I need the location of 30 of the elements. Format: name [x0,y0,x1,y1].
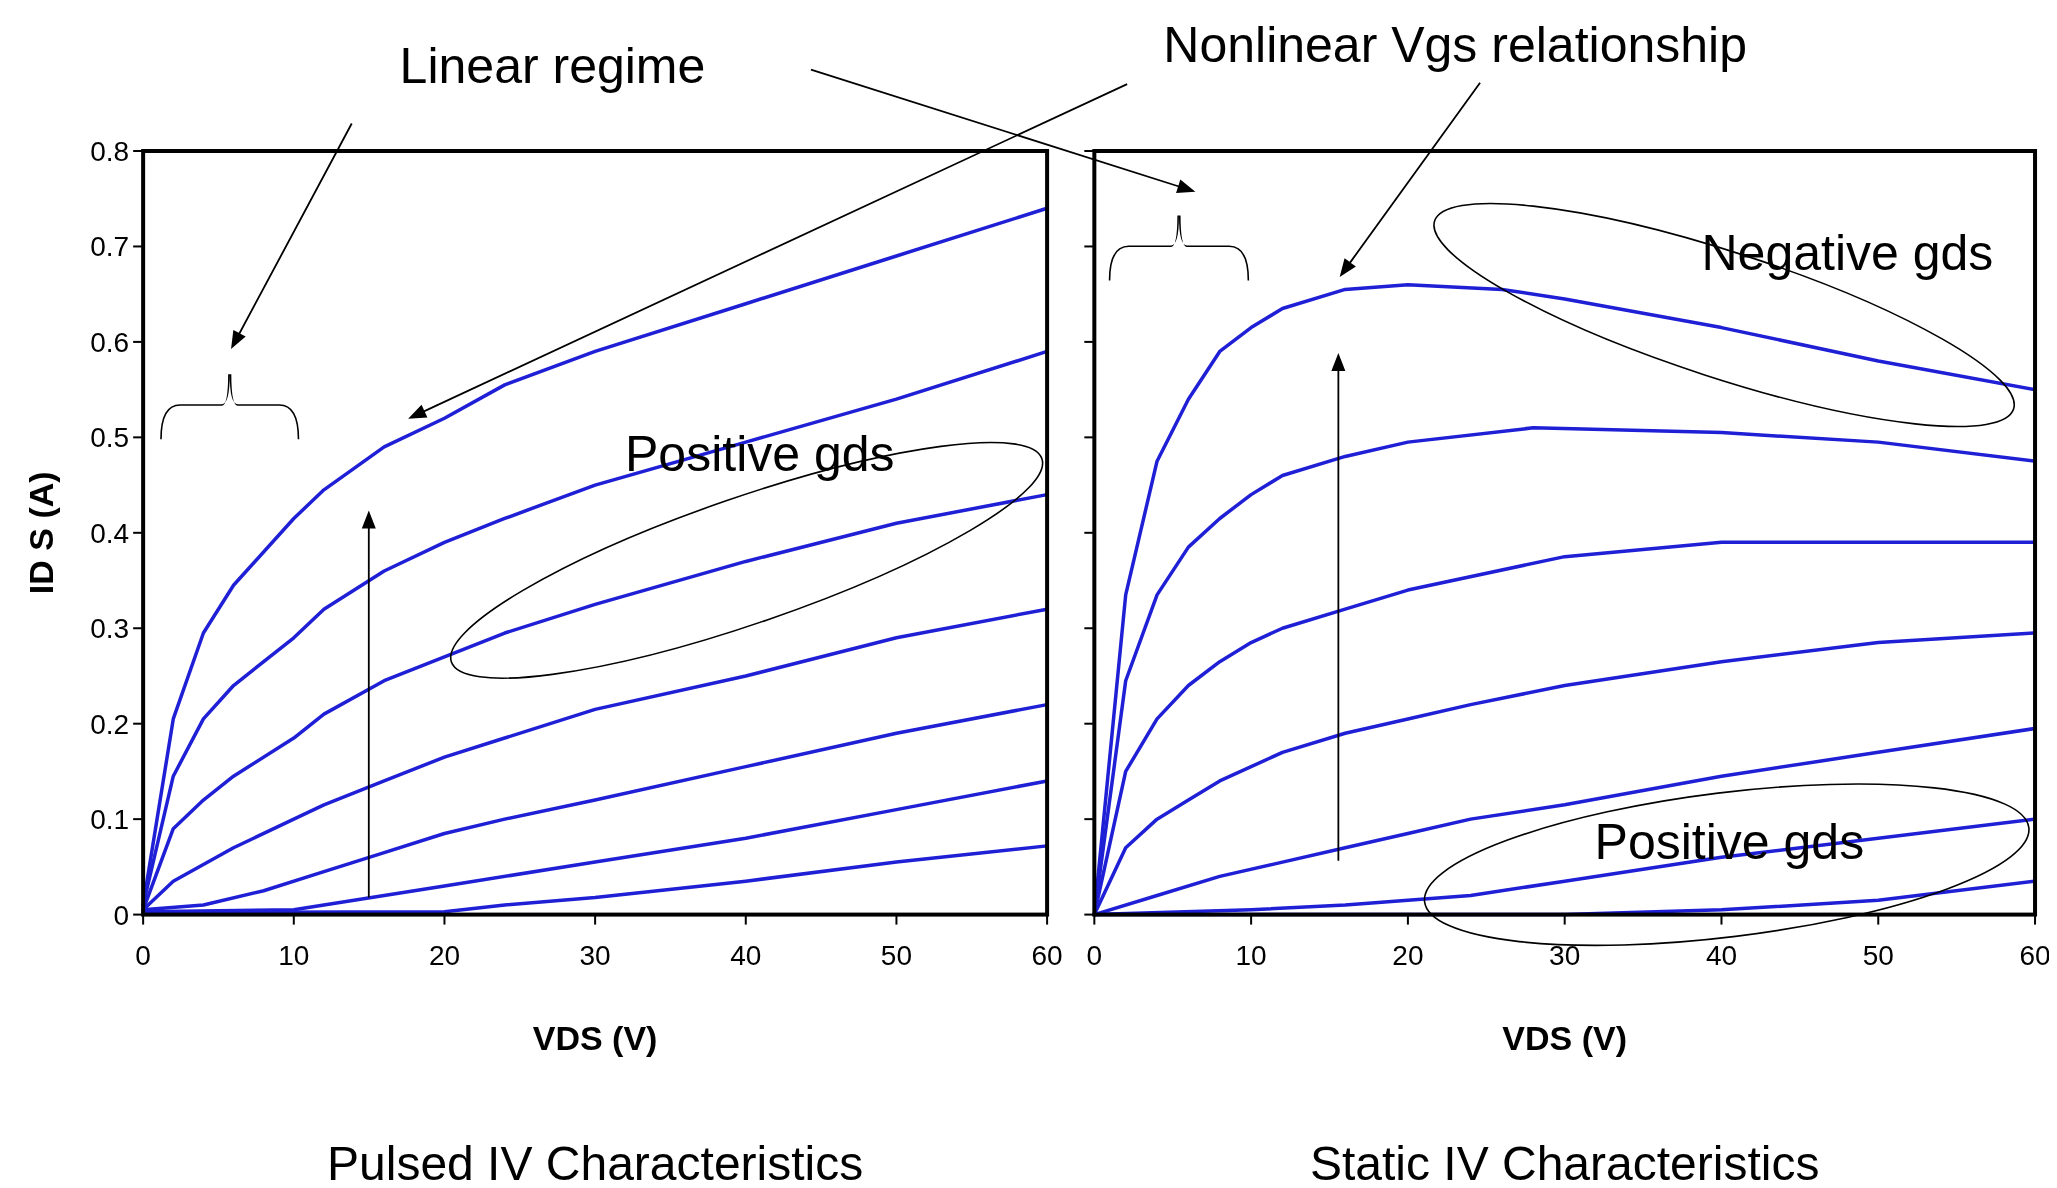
y-tick-label: 0.7 [90,231,130,263]
y-tick-label: 0.6 [90,326,130,358]
y-tick-label: 0 [113,899,130,931]
x-tick-label: 40 [1705,939,1738,971]
x-tick-label: 60 [1031,939,1063,971]
text: Nonlinear Vgs relationship [1163,16,1747,73]
x-tick-label: 30 [579,939,611,971]
x-tick-label: 50 [880,939,913,971]
x-axis-title: VDS (V) [532,1018,658,1057]
x-tick-label: 10 [278,939,310,971]
x-axis-title: VDS (V) [1502,1018,1628,1057]
x-tick-label: 20 [428,939,461,971]
text: Pulsed IV Characteristics [327,1137,864,1188]
x-tick-label: 0 [1086,939,1103,971]
y-tick-label: 0.2 [90,708,130,740]
y-tick-label: 0.1 [90,804,130,836]
y-tick-label: 0.8 [90,136,130,168]
x-tick-label: 0 [135,939,151,971]
x-tick-label: 30 [1549,939,1581,971]
text: Linear regime [399,37,706,94]
y-tick-label: 0.3 [90,613,130,645]
y-tick-label: 0.4 [90,517,130,549]
x-tick-label: 20 [1392,939,1424,971]
y-axis-title: ID S (A) [22,471,61,595]
x-tick-label: 10 [1235,939,1267,971]
x-tick-label: 60 [2019,939,2051,971]
y-tick-label: 0.5 [90,422,130,454]
x-tick-label: 40 [730,939,762,971]
x-tick-label: 50 [1862,939,1894,971]
text: Static IV Characteristics [1309,1137,1820,1188]
